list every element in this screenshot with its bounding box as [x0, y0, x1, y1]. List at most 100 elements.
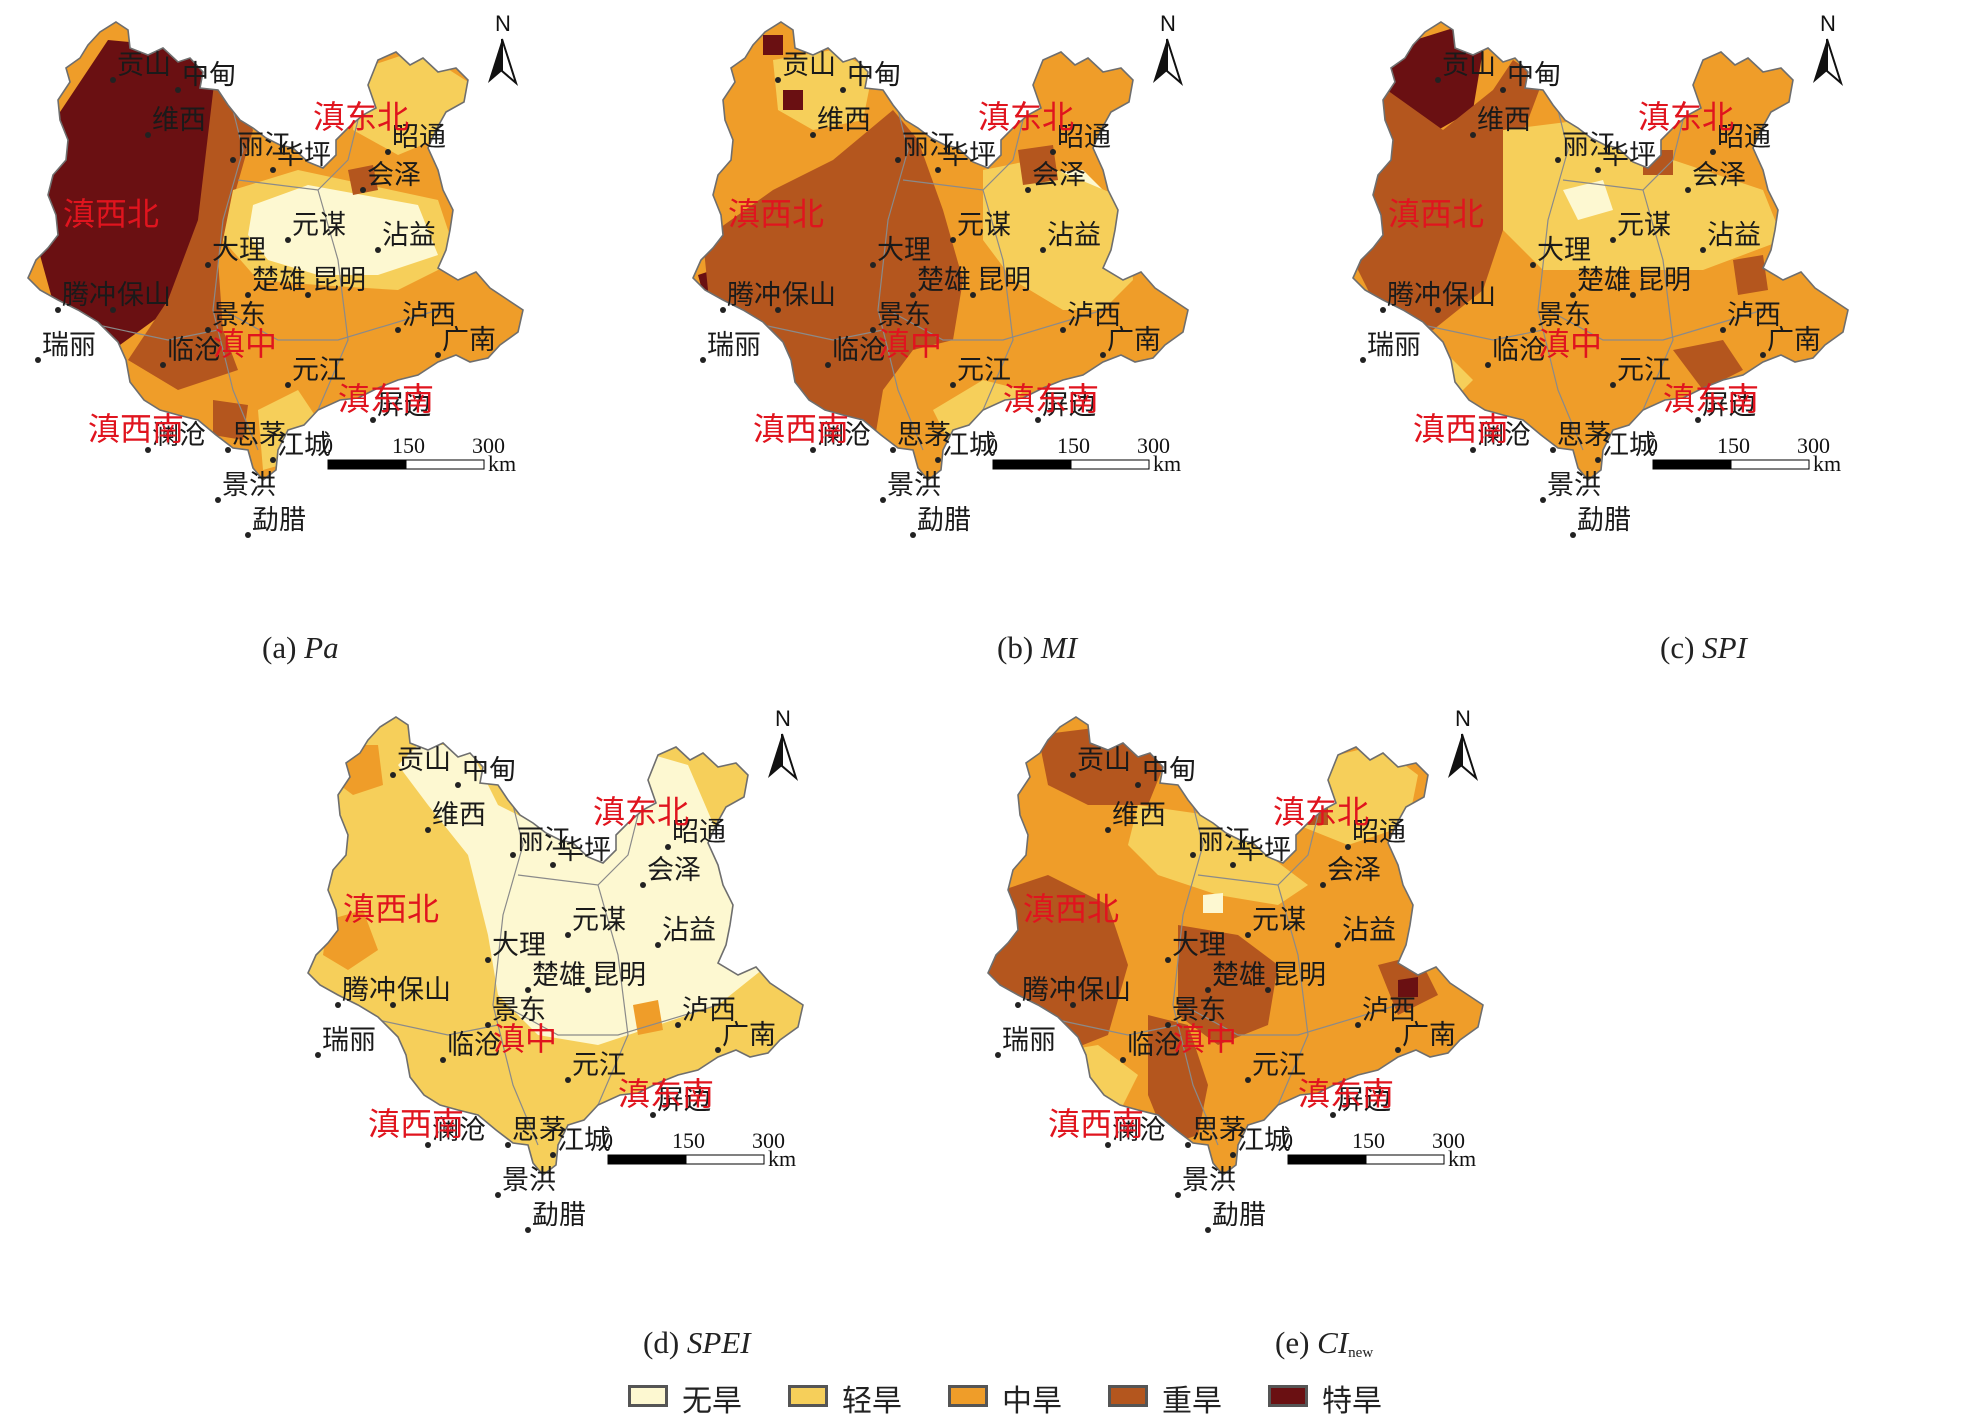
- north-arrow-right: [1826, 38, 1844, 87]
- city-dot: [1190, 852, 1196, 858]
- city-marker-12: 腾冲: [1380, 280, 1441, 313]
- north-arrow-left: [488, 39, 502, 83]
- city-marker-19: 广南: [1100, 325, 1161, 358]
- city-marker-2: 维西: [810, 105, 871, 138]
- city-marker-18: 元江: [285, 355, 346, 388]
- city-marker-22: 思茅: [505, 1115, 566, 1148]
- drought-zone-extreme: [1398, 977, 1418, 997]
- drought-zone-extreme: [763, 35, 783, 55]
- city-label: 中甸: [1142, 755, 1196, 786]
- drought-zone-severe: [1148, 1015, 1208, 1145]
- city-dot: [1530, 262, 1536, 268]
- region-boundaries: [1057, 764, 1399, 1146]
- legend-swatch-severe: [1108, 1385, 1148, 1407]
- scale-segment-black: [992, 459, 1072, 470]
- scale-tick-t2: 300: [1137, 433, 1170, 458]
- scale-segment-white: [1365, 1154, 1445, 1165]
- city-marker-23: 江城: [1230, 1125, 1291, 1158]
- city-dot: [525, 1227, 531, 1233]
- city-marker-12: 腾冲: [335, 975, 396, 1008]
- city-dot: [935, 457, 941, 463]
- scale-tick-t0: 0: [602, 1128, 613, 1153]
- city-dot: [775, 307, 781, 313]
- city-label: 屏边: [377, 390, 431, 421]
- region-label: 滇西南: [753, 410, 849, 448]
- city-label: 楚雄: [1577, 265, 1631, 296]
- city-dot: [225, 447, 231, 453]
- city-label: 屏边: [1702, 390, 1756, 421]
- city-label: 丽江: [1562, 130, 1616, 161]
- scale-tick-t1: 150: [1717, 433, 1750, 458]
- drought-zone-severe: [213, 400, 248, 440]
- north-arrow-right: [1166, 38, 1184, 87]
- caption-b: (b) MI: [997, 630, 1077, 666]
- city-marker-11: 昆明: [585, 960, 646, 993]
- boundary-line: [222, 309, 439, 341]
- city-label: 昆明: [312, 265, 366, 296]
- city-marker-24: 景洪: [1540, 470, 1601, 503]
- boundary-line: [1197, 814, 1319, 886]
- city-marker-7: 元谋: [565, 905, 626, 938]
- drought-zone-none: [1203, 893, 1223, 913]
- city-dot: [395, 327, 401, 333]
- map-panel-e: 贡山 中甸 维西 丽江 华坪 昭通 会泽 元谋 沾益 大理 楚雄 昆明 腾冲 保山 景东 泸西 瑞丽 临沧 元江 广南…: [970, 700, 1620, 1300]
- caption-subscript: new: [1348, 1345, 1374, 1361]
- city-marker-4: 华坪: [550, 835, 611, 868]
- city-marker-3: 丽江: [510, 825, 571, 858]
- city-label: 江城: [557, 1125, 611, 1156]
- city-label: 景洪: [502, 1165, 556, 1196]
- city-marker-17: 临沧: [1120, 1030, 1181, 1063]
- city-label: 会泽: [1327, 855, 1381, 886]
- city-dot: [1435, 307, 1441, 313]
- city-dot: [215, 497, 221, 503]
- city-label: 元谋: [1617, 210, 1671, 241]
- drought-zone-moderate: [333, 745, 383, 795]
- city-dot: [390, 772, 396, 778]
- drought-zone-severe: [1733, 255, 1768, 295]
- city-dot: [1630, 292, 1636, 298]
- city-marker-12: 腾冲: [1015, 975, 1076, 1008]
- scale-segment-white: [405, 459, 485, 470]
- city-dot: [1060, 327, 1066, 333]
- city-label: 丽江: [902, 130, 956, 161]
- city-marker-11: 昆明: [305, 265, 366, 298]
- legend-swatch-none: [628, 1385, 668, 1407]
- caption-prefix: (e): [1275, 1325, 1318, 1360]
- city-marker-6: 会泽: [640, 855, 701, 888]
- city-marker-21: 澜沧: [810, 420, 871, 453]
- boundary-line: [1422, 324, 1544, 341]
- scale-tick-t2: 300: [1797, 433, 1830, 458]
- city-dot: [1040, 247, 1046, 253]
- city-marker-3: 丽江: [1555, 130, 1616, 163]
- legend-label-light: 轻旱: [842, 1384, 902, 1419]
- caption-prefix: (a): [262, 630, 305, 665]
- city-label: 大理: [212, 235, 266, 266]
- city-marker-4: 华坪: [1230, 835, 1291, 868]
- city-label: 贡山: [782, 50, 836, 81]
- city-label: 瑞丽: [42, 330, 96, 361]
- city-label: 临沧: [1127, 1030, 1181, 1061]
- city-dot: [1230, 1152, 1236, 1158]
- city-marker-0: 贡山: [1435, 50, 1496, 83]
- city-dot: [970, 292, 976, 298]
- city-marker-19: 广南: [1395, 1020, 1456, 1053]
- city-label: 泸西: [1362, 995, 1416, 1026]
- city-dot: [110, 77, 116, 83]
- city-label: 丽江: [1197, 825, 1251, 856]
- city-dot: [1335, 942, 1341, 948]
- city-label: 澜沧: [152, 420, 206, 451]
- north-arrow-icon: N: [1813, 11, 1844, 87]
- city-marker-23: 江城: [1595, 430, 1656, 463]
- city-dot: [1015, 1002, 1021, 1008]
- legend-swatch-extreme: [1268, 1385, 1308, 1407]
- city-label: 维西: [817, 105, 871, 136]
- city-label: 保山: [782, 280, 836, 311]
- drought-zone-none: [398, 745, 768, 1045]
- city-marker-17: 临沧: [440, 1030, 501, 1063]
- city-label: 腾冲: [727, 280, 781, 311]
- caption-index-name: MI: [1040, 630, 1078, 665]
- scale-segment-black: [327, 459, 407, 470]
- city-marker-14: 景东: [1165, 995, 1226, 1028]
- city-marker-6: 会泽: [360, 160, 421, 193]
